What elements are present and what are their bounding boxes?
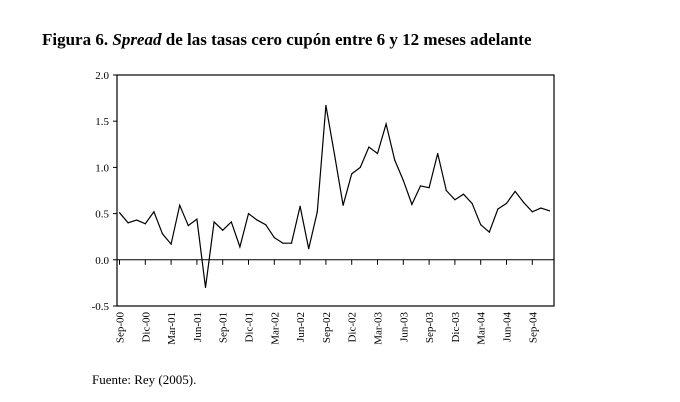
data-point xyxy=(385,123,387,125)
data-point xyxy=(256,219,258,221)
data-point xyxy=(428,187,430,189)
data-point xyxy=(342,204,344,206)
data-point xyxy=(316,211,318,213)
x-tick-label: Jun-03 xyxy=(398,312,410,342)
data-point xyxy=(247,213,250,215)
x-tick-label: Sep-03 xyxy=(424,312,436,344)
x-tick-label: Mar-01 xyxy=(166,312,178,345)
x-tick-label: Dic-01 xyxy=(244,312,256,343)
title-italic: Spread xyxy=(112,30,162,49)
y-tick-label: 1.0 xyxy=(95,162,109,174)
x-tick-label: Sep-01 xyxy=(218,312,230,343)
data-point xyxy=(351,173,353,175)
data-point xyxy=(204,286,207,289)
y-tick-label: 1.5 xyxy=(95,116,109,128)
data-point xyxy=(282,242,284,244)
data-point xyxy=(127,222,129,224)
y-tick-label: 0.5 xyxy=(95,209,109,221)
data-point xyxy=(548,210,551,212)
data-point xyxy=(239,246,241,248)
x-tick-label: Sep-04 xyxy=(527,312,539,344)
x-tick-label: Sep-02 xyxy=(321,312,333,343)
data-point xyxy=(540,207,542,209)
data-point xyxy=(454,199,456,201)
data-point xyxy=(144,223,146,225)
data-point xyxy=(325,104,327,107)
data-point xyxy=(437,152,439,155)
data-point xyxy=(136,219,138,221)
x-tick-label: Mar-04 xyxy=(476,312,488,345)
data-point xyxy=(179,204,181,206)
data-point xyxy=(462,193,465,195)
data-point xyxy=(497,208,499,210)
x-tick-label: Dic-03 xyxy=(450,312,462,343)
data-point xyxy=(230,221,232,223)
x-tick-label: Dic-02 xyxy=(347,312,359,343)
data-point xyxy=(308,248,310,250)
x-tick-label: Mar-03 xyxy=(373,312,385,345)
x-tick-label: Jun-04 xyxy=(502,312,514,342)
data-point xyxy=(170,243,172,245)
data-point xyxy=(531,211,533,213)
data-point xyxy=(265,224,267,226)
data-point xyxy=(376,152,379,155)
data-point xyxy=(161,233,164,235)
data-point xyxy=(213,221,215,223)
data-point xyxy=(359,166,361,168)
chart-title: Figura 6. Spread de las tasas cero cupón… xyxy=(42,30,532,50)
data-point xyxy=(523,201,525,204)
x-tick-label: Dic-00 xyxy=(140,312,152,343)
data-point xyxy=(488,231,490,233)
data-point xyxy=(273,237,275,239)
data-point xyxy=(118,212,121,214)
data-point xyxy=(394,159,396,161)
data-point xyxy=(222,229,224,231)
data-point xyxy=(290,242,293,244)
data-point xyxy=(514,190,516,193)
title-suffix: de las tasas cero cupón entre 6 y 12 mes… xyxy=(161,30,532,49)
y-tick-label: 0.0 xyxy=(95,255,109,267)
data-point xyxy=(402,179,404,181)
y-tick-label: 2.0 xyxy=(95,70,109,82)
data-point xyxy=(419,185,422,187)
data-point xyxy=(411,203,413,205)
data-point xyxy=(471,202,473,205)
title-prefix: Figura 6. xyxy=(42,30,113,49)
data-point xyxy=(480,224,482,226)
x-tick-label: Sep-00 xyxy=(115,312,127,344)
data-point xyxy=(505,202,508,205)
x-tick-label: Jun-01 xyxy=(192,312,204,342)
x-tick-label: Jun-02 xyxy=(295,312,307,342)
data-point xyxy=(187,225,189,227)
data-point xyxy=(445,189,447,192)
data-point xyxy=(299,205,301,207)
x-tick-label: Mar-02 xyxy=(269,312,281,345)
source-note: Fuente: Rey (2005). xyxy=(92,372,197,387)
data-point xyxy=(153,211,155,213)
data-point xyxy=(333,153,336,156)
data-point xyxy=(368,146,370,148)
data-point xyxy=(196,218,198,220)
plot-frame xyxy=(116,74,555,307)
y-tick-label: -0.5 xyxy=(92,301,110,313)
